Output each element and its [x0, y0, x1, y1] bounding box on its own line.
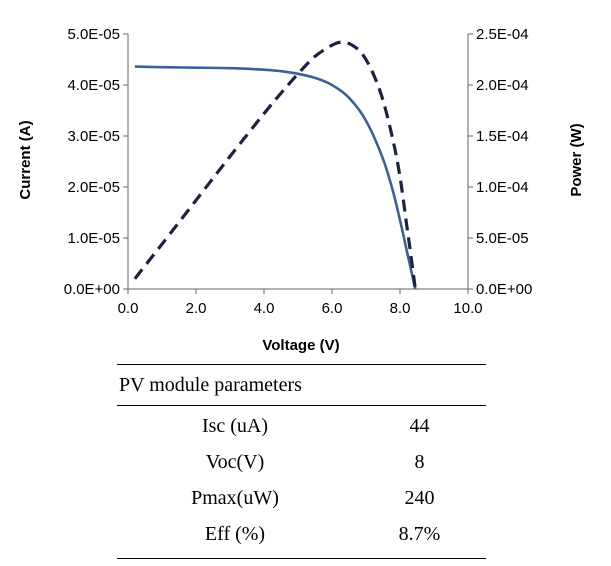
table-body: Isc (uA) 44 Voc(V) 8 Pmax(uW) 240 Eff (%… — [117, 406, 486, 558]
series-layer — [133, 40, 417, 290]
param-value: 8.7% — [398, 523, 441, 545]
table-row: Pmax(uW) 240 — [117, 480, 486, 516]
param-value: 8 — [414, 451, 425, 473]
power-series-line — [133, 40, 417, 290]
y-tick-label: 3.0E-05 — [67, 128, 120, 145]
x-tick-label: 4.0 — [254, 300, 275, 317]
y2-tick-label: 2.0E-04 — [476, 77, 529, 94]
current-series-line — [134, 65, 417, 290]
param-label: Voc(V) — [205, 451, 265, 473]
table-title: PV module parameters — [119, 374, 302, 396]
pv-parameters-table: PV module parameters Isc (uA) 44 Voc(V) … — [117, 364, 486, 559]
y-tick-label: 0.0E+00 — [64, 281, 120, 298]
table-bottom-rule — [117, 558, 486, 559]
y2-tick-label: 5.0E-05 — [476, 230, 529, 247]
table-row: Voc(V) 8 — [117, 444, 486, 480]
y-tick-label: 4.0E-05 — [67, 77, 120, 94]
y2-tick-label: 2.5E-04 — [476, 26, 529, 43]
param-label: Eff (%) — [204, 523, 266, 545]
x-tick-label: 10.0 — [453, 300, 482, 317]
y-tick-label: 1.0E-05 — [67, 230, 120, 247]
param-value: 44 — [409, 415, 430, 437]
y2-tick-label: 1.5E-04 — [476, 128, 529, 145]
iv-power-chart: 0.0 2.0 4.0 6.0 8.0 10.0 0.0E+00 1.0E-05 2.0E-05… — [17, 26, 585, 354]
param-label: Pmax(uW) — [191, 487, 279, 509]
y2-tick-label: 0.0E+00 — [476, 281, 532, 298]
y2-axis-title: Power (W) — [568, 123, 585, 196]
x-axis-title: Voltage (V) — [262, 337, 339, 354]
table-row: Eff (%) 8.7% — [117, 516, 486, 552]
x-tick-label: 2.0 — [186, 300, 207, 317]
table-row: Isc (uA) 44 — [117, 408, 486, 444]
y2-tick-label: 1.0E-04 — [476, 179, 529, 196]
x-tick-label: 0.0 — [118, 300, 139, 317]
y-tick-label: 5.0E-05 — [67, 26, 120, 43]
ticks-layer: 0.0 2.0 4.0 6.0 8.0 10.0 0.0E+00 1.0E-05 2.0E-05… — [64, 26, 533, 317]
x-tick-label: 8.0 — [390, 300, 411, 317]
plot-frame — [127, 34, 469, 290]
table-top-rule — [117, 364, 486, 365]
param-label: Isc (uA) — [201, 415, 269, 437]
param-value: 240 — [404, 487, 435, 509]
y-tick-label: 2.0E-05 — [67, 179, 120, 196]
y-axis-title: Current (A) — [17, 120, 34, 199]
table-header-rule — [117, 405, 486, 406]
x-tick-label: 6.0 — [322, 300, 343, 317]
